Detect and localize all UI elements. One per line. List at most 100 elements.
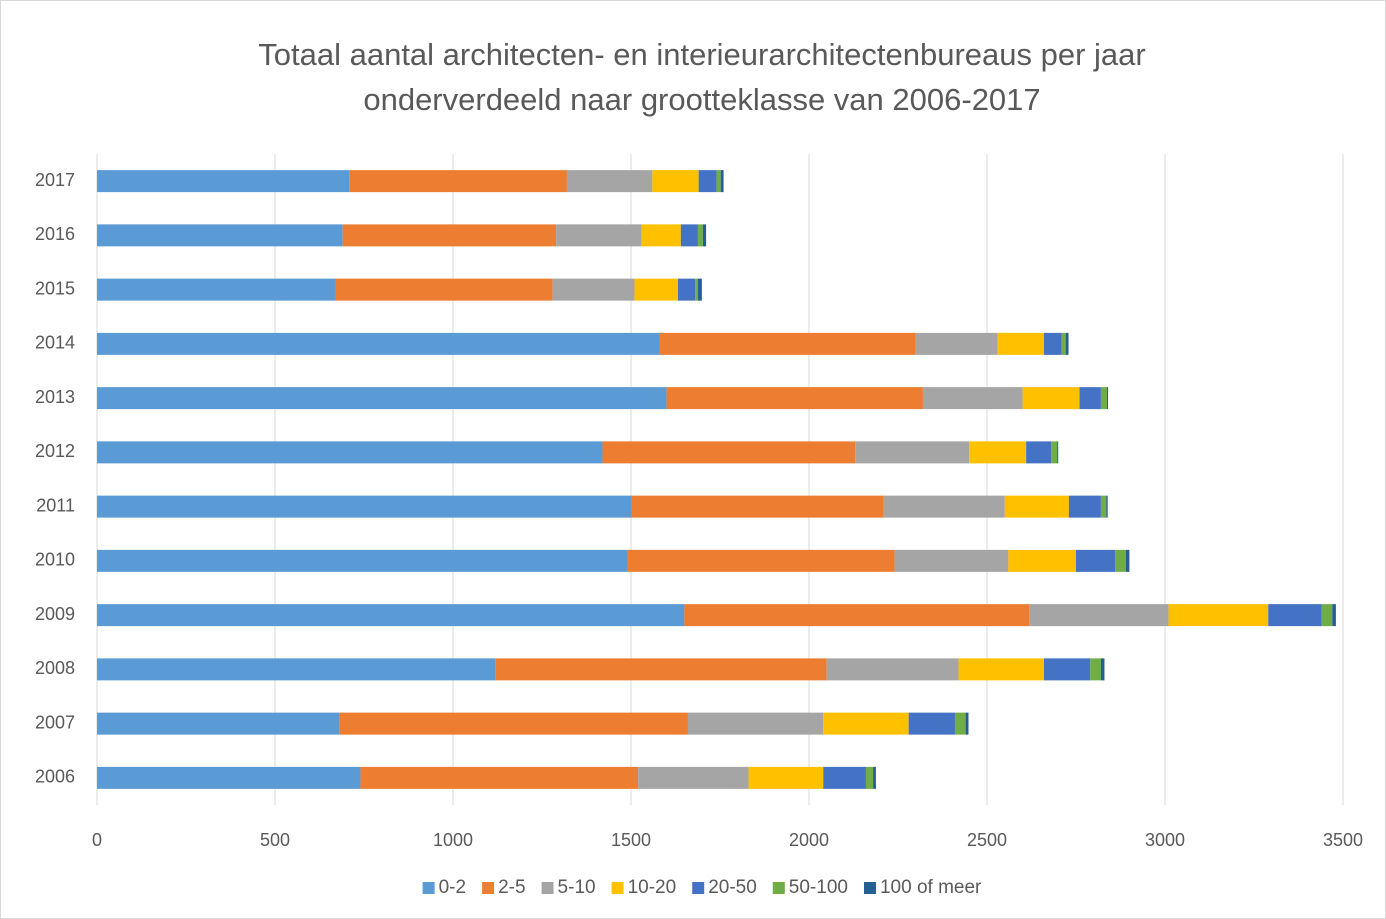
bar-segment bbox=[908, 712, 955, 735]
bar-segment bbox=[1100, 495, 1107, 518]
bar-segment bbox=[97, 387, 667, 410]
y-tick-label: 2012 bbox=[35, 441, 75, 461]
x-tick-label: 2000 bbox=[789, 830, 829, 850]
bar-segment bbox=[97, 766, 361, 789]
y-tick-label: 2011 bbox=[36, 495, 75, 515]
y-tick-label: 2017 bbox=[35, 170, 75, 190]
bar-segment bbox=[1332, 604, 1336, 627]
bar-segment bbox=[652, 170, 699, 193]
bar-segment bbox=[1115, 549, 1126, 572]
bar-segment bbox=[697, 224, 703, 247]
bar-segment bbox=[823, 712, 909, 735]
bar-segment bbox=[1022, 387, 1080, 410]
bar-segment bbox=[997, 332, 1044, 355]
bar-segment bbox=[1026, 441, 1052, 464]
bar-segment bbox=[1079, 387, 1101, 410]
bar-segment bbox=[342, 224, 557, 247]
bar-segment bbox=[1065, 332, 1069, 355]
bar-segment bbox=[1029, 604, 1169, 627]
bar-segment bbox=[1106, 387, 1109, 410]
bar-segment bbox=[969, 441, 1027, 464]
legend-label: 0-2 bbox=[439, 877, 466, 898]
bar-segment bbox=[1125, 549, 1130, 572]
bar-segment bbox=[823, 766, 866, 789]
bar-segment bbox=[627, 549, 895, 572]
bar-segment bbox=[1321, 604, 1333, 627]
bar-segment bbox=[552, 278, 635, 301]
x-tick-label: 500 bbox=[260, 830, 290, 850]
y-tick-label: 2007 bbox=[35, 712, 75, 732]
bar-segment bbox=[634, 278, 678, 301]
bar-segment bbox=[1268, 604, 1322, 627]
bar-segment bbox=[97, 658, 496, 681]
y-tick-label: 2013 bbox=[35, 387, 75, 407]
bar-segment bbox=[865, 766, 874, 789]
bar-segment bbox=[695, 278, 698, 301]
bar-segment bbox=[1068, 495, 1101, 518]
bar-segment bbox=[697, 278, 702, 301]
y-tick-label: 2016 bbox=[35, 224, 75, 244]
bar-segment bbox=[1057, 441, 1059, 464]
bar-segment bbox=[922, 387, 1023, 410]
bar-segment bbox=[641, 224, 681, 247]
y-tick-label: 2010 bbox=[35, 550, 75, 570]
legend-label: 2-5 bbox=[498, 877, 525, 898]
legend-swatch bbox=[422, 882, 435, 894]
legend-swatch bbox=[863, 882, 876, 894]
bar-segment bbox=[958, 658, 1044, 681]
bar-segment bbox=[97, 170, 350, 193]
bar-segment bbox=[638, 766, 749, 789]
bar-segment bbox=[1076, 549, 1116, 572]
y-tick-label: 2008 bbox=[35, 658, 75, 678]
bar-segment bbox=[720, 170, 724, 193]
bar-segment bbox=[335, 278, 553, 301]
bar-segment bbox=[687, 712, 824, 735]
bar-segment bbox=[1061, 332, 1066, 355]
bar-segment bbox=[97, 224, 343, 247]
bar-segment bbox=[602, 441, 856, 464]
chart-title: onderverdeeld naar grootteklasse van 200… bbox=[363, 82, 1040, 117]
bar-segment bbox=[97, 604, 685, 627]
bar-segment bbox=[349, 170, 567, 193]
legend-label: 20-50 bbox=[708, 877, 757, 898]
x-tick-label: 0 bbox=[92, 830, 102, 850]
x-tick-label: 3000 bbox=[1145, 830, 1185, 850]
legend-swatch bbox=[692, 882, 705, 894]
y-tick-label: 2014 bbox=[35, 333, 75, 353]
chart-title: Totaal aantal architecten- en interieura… bbox=[258, 37, 1145, 72]
legend-label: 5-10 bbox=[558, 877, 596, 898]
bar-segment bbox=[1100, 658, 1105, 681]
bar-segment bbox=[1106, 495, 1108, 518]
bar-segment bbox=[97, 495, 631, 518]
bar-segment bbox=[716, 170, 721, 193]
legend-swatch bbox=[611, 882, 624, 894]
bar-segment bbox=[748, 766, 824, 789]
bar-segment bbox=[97, 549, 628, 572]
bar-segment bbox=[684, 604, 1030, 627]
y-tick-label: 2009 bbox=[35, 604, 75, 624]
bar-segment bbox=[894, 549, 1009, 572]
bar-segment bbox=[915, 332, 998, 355]
bar-segment bbox=[97, 441, 603, 464]
bar-segment bbox=[1004, 495, 1069, 518]
bar-segment bbox=[965, 712, 969, 735]
bar-segment bbox=[556, 224, 642, 247]
bar-segment bbox=[680, 224, 698, 247]
legend-label: 10-20 bbox=[628, 877, 677, 898]
bar-segment bbox=[566, 170, 653, 193]
bar-segment bbox=[1090, 658, 1101, 681]
y-tick-label: 2015 bbox=[35, 278, 75, 298]
x-tick-label: 1000 bbox=[433, 830, 473, 850]
legend-label: 100 of meer bbox=[880, 877, 982, 898]
bar-segment bbox=[883, 495, 1005, 518]
legend-swatch bbox=[482, 882, 495, 894]
bar-segment bbox=[677, 278, 696, 301]
bar-segment bbox=[97, 332, 660, 355]
legend-swatch bbox=[772, 882, 785, 894]
bar-segment bbox=[1051, 441, 1058, 464]
bar-segment bbox=[97, 278, 336, 301]
y-tick-label: 2006 bbox=[35, 767, 75, 787]
bar-segment bbox=[1168, 604, 1269, 627]
x-tick-label: 1500 bbox=[611, 830, 651, 850]
